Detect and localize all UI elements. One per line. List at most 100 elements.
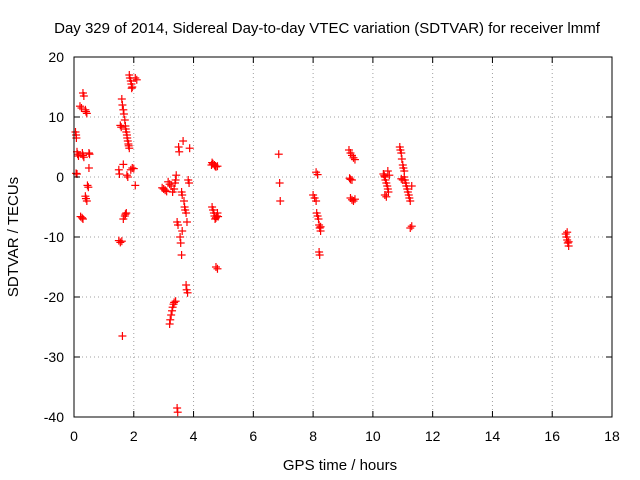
data-point: [347, 176, 356, 184]
data-point: [173, 408, 182, 417]
data-point: [407, 182, 416, 190]
data-point: [121, 210, 130, 219]
x-tick-label: 16: [544, 428, 560, 444]
data-point: [564, 237, 573, 246]
data-point: [85, 150, 94, 159]
data-point: [119, 160, 128, 169]
points-layer: [71, 71, 573, 417]
grid-layer: [74, 57, 612, 417]
data-point: [316, 222, 325, 231]
x-tick-label: 14: [485, 428, 501, 444]
data-point: [211, 162, 220, 171]
data-point: [350, 155, 359, 164]
data-point: [313, 170, 322, 179]
data-point: [350, 195, 359, 204]
ticks-layer: 0 2 4 6 8 10 12 14 16 18 -40 -30 -20 -10 0 10 20: [44, 49, 620, 444]
data-point: [78, 151, 87, 160]
data-point: [129, 164, 138, 173]
data-point: [315, 251, 324, 259]
data-point: [175, 147, 184, 156]
data-point: [182, 209, 191, 217]
data-point: [178, 191, 187, 199]
x-tick-label: 2: [130, 428, 138, 444]
x-tick-label: 8: [309, 428, 317, 444]
data-point: [115, 170, 124, 178]
data-point: [213, 264, 222, 273]
data-point: [174, 221, 183, 229]
data-point: [171, 297, 180, 306]
y-tick-label: -40: [44, 409, 64, 425]
data-point: [563, 228, 572, 237]
data-point: [177, 251, 186, 259]
data-point: [167, 311, 176, 319]
y-tick-label: -30: [44, 349, 64, 365]
data-point: [385, 171, 394, 180]
data-point: [118, 332, 127, 340]
data-point: [179, 137, 188, 145]
data-point: [117, 237, 126, 246]
data-point: [127, 84, 136, 93]
data-point: [182, 218, 191, 226]
data-point: [81, 107, 90, 116]
data-point: [84, 164, 93, 172]
x-tick-label: 0: [70, 428, 78, 444]
data-point: [125, 144, 134, 153]
data-point: [79, 92, 88, 100]
data-point: [211, 263, 220, 271]
data-point: [75, 102, 84, 111]
data-point: [274, 150, 283, 159]
data-point: [214, 212, 223, 221]
x-tick-label: 4: [190, 428, 198, 444]
data-point: [178, 227, 187, 235]
x-axis-label: GPS time / hours: [283, 457, 397, 474]
data-point: [132, 75, 141, 84]
data-point: [116, 121, 125, 130]
data-point: [213, 162, 222, 171]
data-point: [166, 315, 175, 324]
y-tick-label: -10: [44, 229, 64, 245]
data-point: [185, 179, 194, 187]
data-point: [276, 197, 285, 205]
data-point: [172, 171, 181, 180]
data-point: [78, 215, 87, 223]
data-point: [176, 239, 185, 247]
data-point: [383, 167, 392, 175]
data-point: [380, 191, 389, 199]
y-tick-label: -20: [44, 289, 64, 305]
data-point: [116, 238, 125, 247]
data-point: [185, 144, 194, 153]
data-point: [170, 298, 179, 307]
data-point: [131, 181, 140, 190]
data-point: [397, 155, 406, 163]
data-point: [349, 153, 358, 162]
y-axis-label: SDTVAR / TECUs: [5, 177, 22, 297]
data-point: [382, 192, 391, 201]
data-point: [79, 153, 88, 162]
data-point: [161, 186, 170, 195]
data-point: [312, 197, 321, 205]
chart-title: Day 329 of 2014, Sidereal Day-to-day VTE…: [54, 20, 601, 37]
x-tick-label: 10: [365, 428, 381, 444]
data-point: [400, 173, 409, 181]
data-point: [211, 213, 220, 222]
data-point: [131, 74, 140, 82]
x-tick-label: 12: [425, 428, 441, 444]
data-point: [349, 197, 358, 205]
y-tick-label: 10: [48, 109, 64, 125]
data-point: [406, 197, 415, 205]
data-point: [123, 173, 132, 181]
data-point: [122, 171, 131, 180]
x-tick-label: 18: [604, 428, 620, 444]
data-point: [117, 123, 126, 132]
data-point: [73, 150, 82, 159]
data-point: [407, 222, 416, 231]
data-point: [275, 179, 284, 187]
data-point: [84, 183, 93, 192]
data-point: [77, 104, 86, 112]
data-point: [118, 101, 127, 109]
data-point: [122, 209, 131, 217]
data-point: [82, 197, 91, 205]
y-tick-label: 0: [56, 169, 64, 185]
x-tick-label: 6: [249, 428, 257, 444]
